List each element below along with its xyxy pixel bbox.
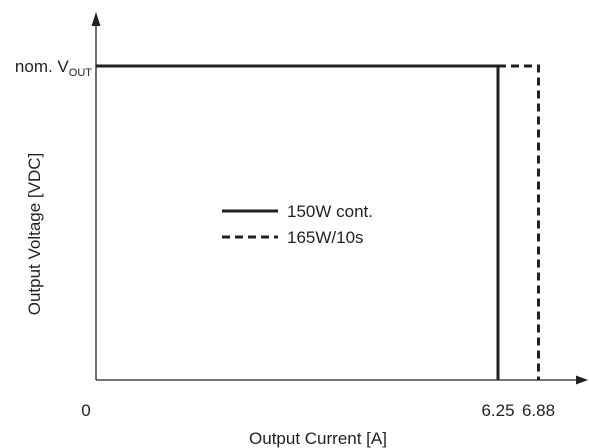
series-line-2 xyxy=(498,64,540,380)
y-tick-label-nom-vout: nom. VOUT xyxy=(15,57,92,79)
x-axis-label: Output Current [A] xyxy=(249,429,387,448)
x-axis-arrowhead xyxy=(576,375,588,385)
legend: 150W cont. 165W/10s xyxy=(222,202,373,247)
x-tick-label-1: 0 xyxy=(81,401,90,420)
legend-label-2: 165W/10s xyxy=(287,228,364,247)
y-axis xyxy=(91,12,101,380)
y-axis-arrowhead xyxy=(91,12,101,26)
y-axis-label: Output Voltage [VDC] xyxy=(25,153,44,316)
x-tick-label-3: 6.88 xyxy=(522,401,555,420)
x-axis xyxy=(96,375,588,385)
tick-labels: 0 6.25 6.88 xyxy=(81,401,555,420)
legend-label-1: 150W cont. xyxy=(287,202,373,221)
y-tick-label-main: nom. V xyxy=(15,57,70,76)
series-line-1 xyxy=(96,64,500,380)
series-layer xyxy=(96,64,540,380)
x-tick-label-2: 6.25 xyxy=(481,401,514,420)
y-tick-label-subscript: OUT xyxy=(69,67,93,79)
